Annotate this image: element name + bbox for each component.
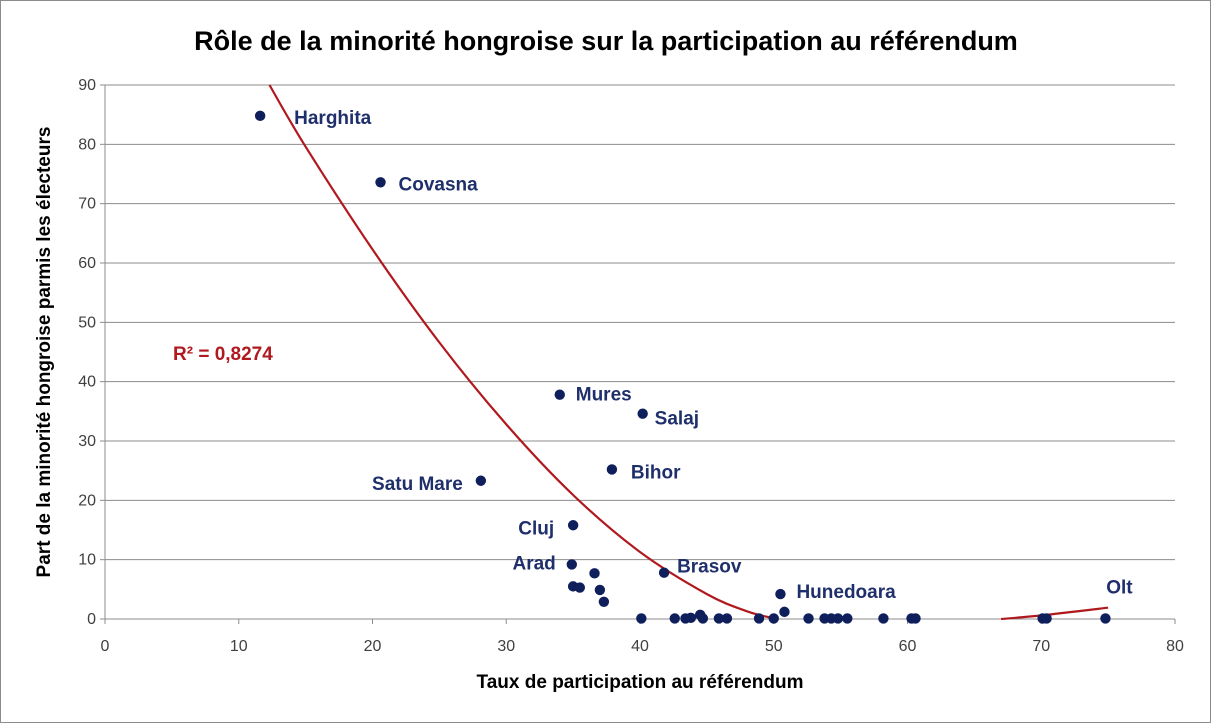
x-axis-title: Taux de participation au référendum (477, 672, 804, 693)
y-tick-label: 30 (78, 433, 96, 450)
point-labels: Harghita Covasna Mures Salaj Satu Mare Bihor C… (294, 108, 1133, 603)
chart-title: Rôle de la minorité hongroise sur la par… (194, 26, 1018, 56)
y-tick-label: 20 (78, 492, 96, 509)
data-point-mures (554, 389, 565, 400)
data-point (685, 612, 697, 624)
data-point (598, 596, 610, 607)
x-tick-label: 70 (1032, 638, 1050, 655)
y-tick-label: 90 (78, 77, 96, 94)
r-squared-annotation: R² = 0,8274 (173, 344, 273, 365)
data-point (636, 613, 647, 624)
data-point (779, 606, 790, 618)
point-label-covasna: Covasna (399, 174, 479, 195)
data-point (697, 613, 709, 624)
y-axis-title: Part de la minorité hongroise parmis les… (34, 127, 55, 578)
data-point (721, 613, 733, 624)
y-tick-label: 0 (87, 611, 96, 628)
y-tick-label: 40 (78, 374, 96, 391)
data-point-salaj (637, 408, 648, 419)
y-tick-label: 70 (78, 196, 96, 213)
y-tick-label: 80 (78, 136, 96, 153)
data-point-hunedoara (775, 588, 786, 600)
data-point-brasov (658, 567, 670, 578)
y-tick-label: 60 (78, 255, 96, 272)
data-point-covasna (375, 177, 386, 188)
data-point-bihor (606, 464, 618, 475)
data-point-harghita (254, 110, 266, 122)
data-point (832, 613, 844, 624)
x-tick-label: 40 (631, 638, 649, 655)
x-tick-label: 80 (1166, 638, 1184, 655)
y-tick-label: 10 (78, 552, 96, 569)
point-label-harghita: Harghita (294, 108, 372, 129)
data-point (910, 613, 921, 624)
data-point (594, 584, 606, 596)
point-label-olt: Olt (1106, 577, 1133, 598)
x-tick-label: 50 (765, 638, 783, 655)
point-label-cluj: Cluj (518, 518, 554, 539)
data-point-olt (1100, 613, 1111, 624)
x-tick-label: 10 (230, 638, 248, 655)
data-point (803, 613, 814, 624)
gridlines (105, 84, 1175, 561)
data-points (254, 110, 1111, 624)
x-tick-label: 0 (101, 638, 110, 655)
tick-labels: 0 10 20 30 40 50 60 70 80 90 0 10 20 30 40 50 60 70 80 (78, 77, 1184, 655)
data-point (768, 613, 779, 624)
data-point-satu-mare (475, 475, 487, 486)
data-point-cluj (567, 520, 579, 531)
data-point (878, 613, 889, 624)
data-point (1041, 613, 1052, 624)
data-point (753, 613, 765, 624)
point-label-salaj: Salaj (655, 409, 699, 430)
point-label-hunedoara: Hunedoara (796, 582, 896, 603)
data-point (842, 613, 853, 624)
point-label-satu-mare: Satu Mare (372, 474, 463, 495)
data-point (713, 613, 725, 624)
point-label-brasov: Brasov (677, 557, 742, 578)
y-tick-label: 50 (78, 314, 96, 331)
data-point (574, 582, 586, 593)
data-point (589, 568, 600, 579)
data-point-arad (566, 559, 577, 570)
point-label-mures: Mures (576, 385, 632, 406)
trendline (268, 84, 775, 620)
x-tick-label: 20 (364, 638, 382, 655)
data-point (669, 613, 680, 624)
x-tick-label: 60 (899, 638, 917, 655)
x-tick-label: 30 (497, 638, 515, 655)
point-label-bihor: Bihor (631, 462, 681, 483)
point-label-arad: Arad (512, 553, 555, 574)
trendline-right-segment (1001, 606, 1109, 621)
trendline-group (268, 84, 1109, 621)
